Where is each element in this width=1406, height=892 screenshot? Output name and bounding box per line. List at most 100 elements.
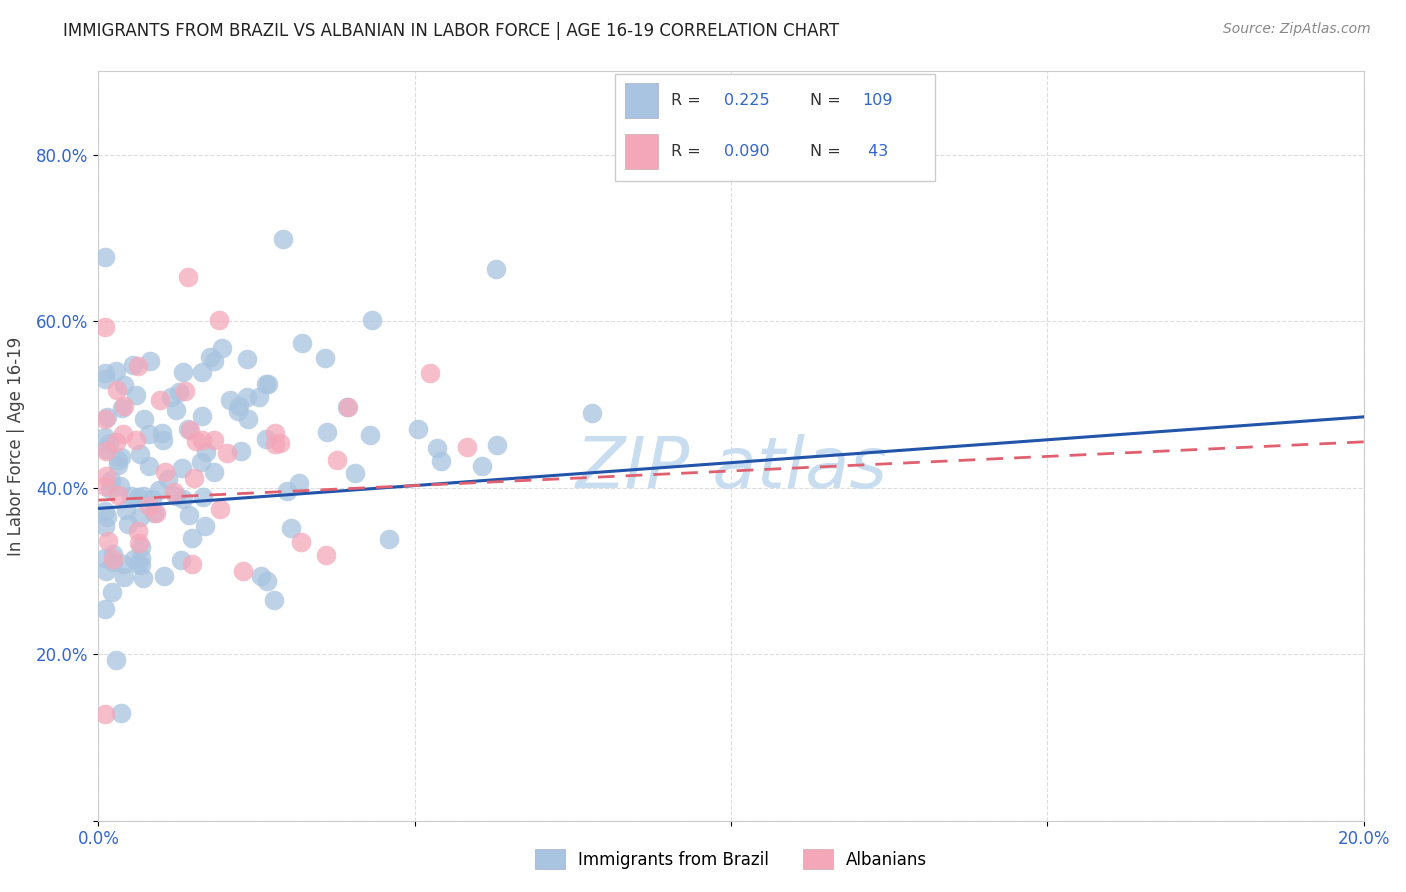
- Y-axis label: In Labor Force | Age 16-19: In Labor Force | Age 16-19: [7, 336, 25, 556]
- Point: [291, 336, 314, 351]
- Point: [191, 409, 214, 423]
- Point: [336, 401, 359, 415]
- Point: [485, 262, 508, 277]
- Point: [139, 354, 162, 368]
- Point: [125, 434, 148, 448]
- Point: [105, 434, 128, 449]
- Point: [96, 509, 118, 524]
- Point: [190, 455, 212, 469]
- Point: [100, 473, 122, 487]
- Point: [94, 564, 117, 578]
- Point: [191, 490, 214, 504]
- Point: [114, 503, 136, 517]
- Point: [94, 366, 117, 380]
- Point: [202, 433, 225, 447]
- Point: [181, 557, 204, 571]
- Point: [127, 557, 149, 571]
- Point: [93, 504, 117, 518]
- Point: [172, 365, 194, 379]
- Point: [149, 392, 172, 407]
- Text: 0.090: 0.090: [724, 145, 769, 159]
- FancyBboxPatch shape: [614, 74, 935, 180]
- Point: [191, 434, 214, 448]
- Point: [153, 569, 176, 583]
- Point: [132, 489, 155, 503]
- Point: [121, 358, 143, 372]
- Point: [215, 446, 238, 460]
- Text: ZIP atlas: ZIP atlas: [575, 434, 887, 503]
- Point: [426, 441, 449, 455]
- Point: [110, 450, 132, 464]
- Point: [156, 472, 179, 486]
- Point: [232, 564, 254, 578]
- Point: [101, 551, 124, 566]
- Point: [314, 351, 336, 365]
- Point: [112, 570, 135, 584]
- Point: [112, 377, 135, 392]
- Point: [177, 508, 200, 523]
- Point: [236, 390, 259, 404]
- Text: 43: 43: [863, 145, 889, 159]
- Point: [94, 412, 117, 426]
- Point: [132, 572, 155, 586]
- Point: [93, 430, 117, 444]
- Point: [93, 372, 117, 386]
- Point: [198, 350, 221, 364]
- Point: [93, 479, 117, 493]
- Point: [124, 552, 146, 566]
- Point: [107, 453, 129, 467]
- Point: [264, 436, 287, 450]
- Point: [195, 444, 218, 458]
- Point: [343, 466, 366, 480]
- Point: [208, 313, 231, 327]
- Point: [101, 555, 124, 569]
- Point: [98, 436, 121, 450]
- Point: [165, 403, 187, 417]
- Point: [104, 653, 127, 667]
- Point: [98, 482, 121, 496]
- Point: [406, 421, 429, 435]
- Point: [173, 384, 195, 399]
- Point: [378, 532, 401, 546]
- Point: [117, 516, 139, 531]
- Point: [94, 707, 117, 722]
- Point: [163, 485, 186, 500]
- Point: [169, 552, 191, 566]
- Point: [181, 532, 204, 546]
- Point: [125, 387, 148, 401]
- Point: [191, 365, 214, 379]
- Point: [218, 393, 240, 408]
- Point: [280, 521, 302, 535]
- Point: [271, 232, 294, 246]
- Point: [160, 390, 183, 404]
- Text: 109: 109: [863, 93, 893, 108]
- Point: [155, 465, 177, 479]
- Point: [93, 550, 117, 565]
- Point: [128, 447, 150, 461]
- Point: [152, 433, 174, 447]
- Point: [129, 540, 152, 554]
- Point: [112, 557, 135, 571]
- Point: [183, 470, 205, 484]
- Point: [104, 364, 127, 378]
- Point: [315, 548, 337, 562]
- Point: [111, 426, 134, 441]
- Text: R =: R =: [671, 93, 706, 108]
- Point: [430, 454, 453, 468]
- Point: [169, 384, 191, 399]
- Point: [269, 435, 291, 450]
- Point: [326, 453, 349, 467]
- Point: [229, 444, 252, 458]
- Point: [288, 475, 311, 490]
- Point: [96, 444, 118, 458]
- Text: IMMIGRANTS FROM BRAZIL VS ALBANIAN IN LABOR FORCE | AGE 16-19 CORRELATION CHART: IMMIGRANTS FROM BRAZIL VS ALBANIAN IN LA…: [63, 22, 839, 40]
- Point: [127, 359, 149, 373]
- Point: [96, 468, 118, 483]
- Point: [419, 366, 441, 380]
- Point: [103, 547, 125, 561]
- Point: [127, 524, 149, 538]
- Point: [141, 491, 163, 506]
- Point: [176, 422, 198, 436]
- Point: [179, 423, 201, 437]
- Text: R =: R =: [671, 145, 706, 159]
